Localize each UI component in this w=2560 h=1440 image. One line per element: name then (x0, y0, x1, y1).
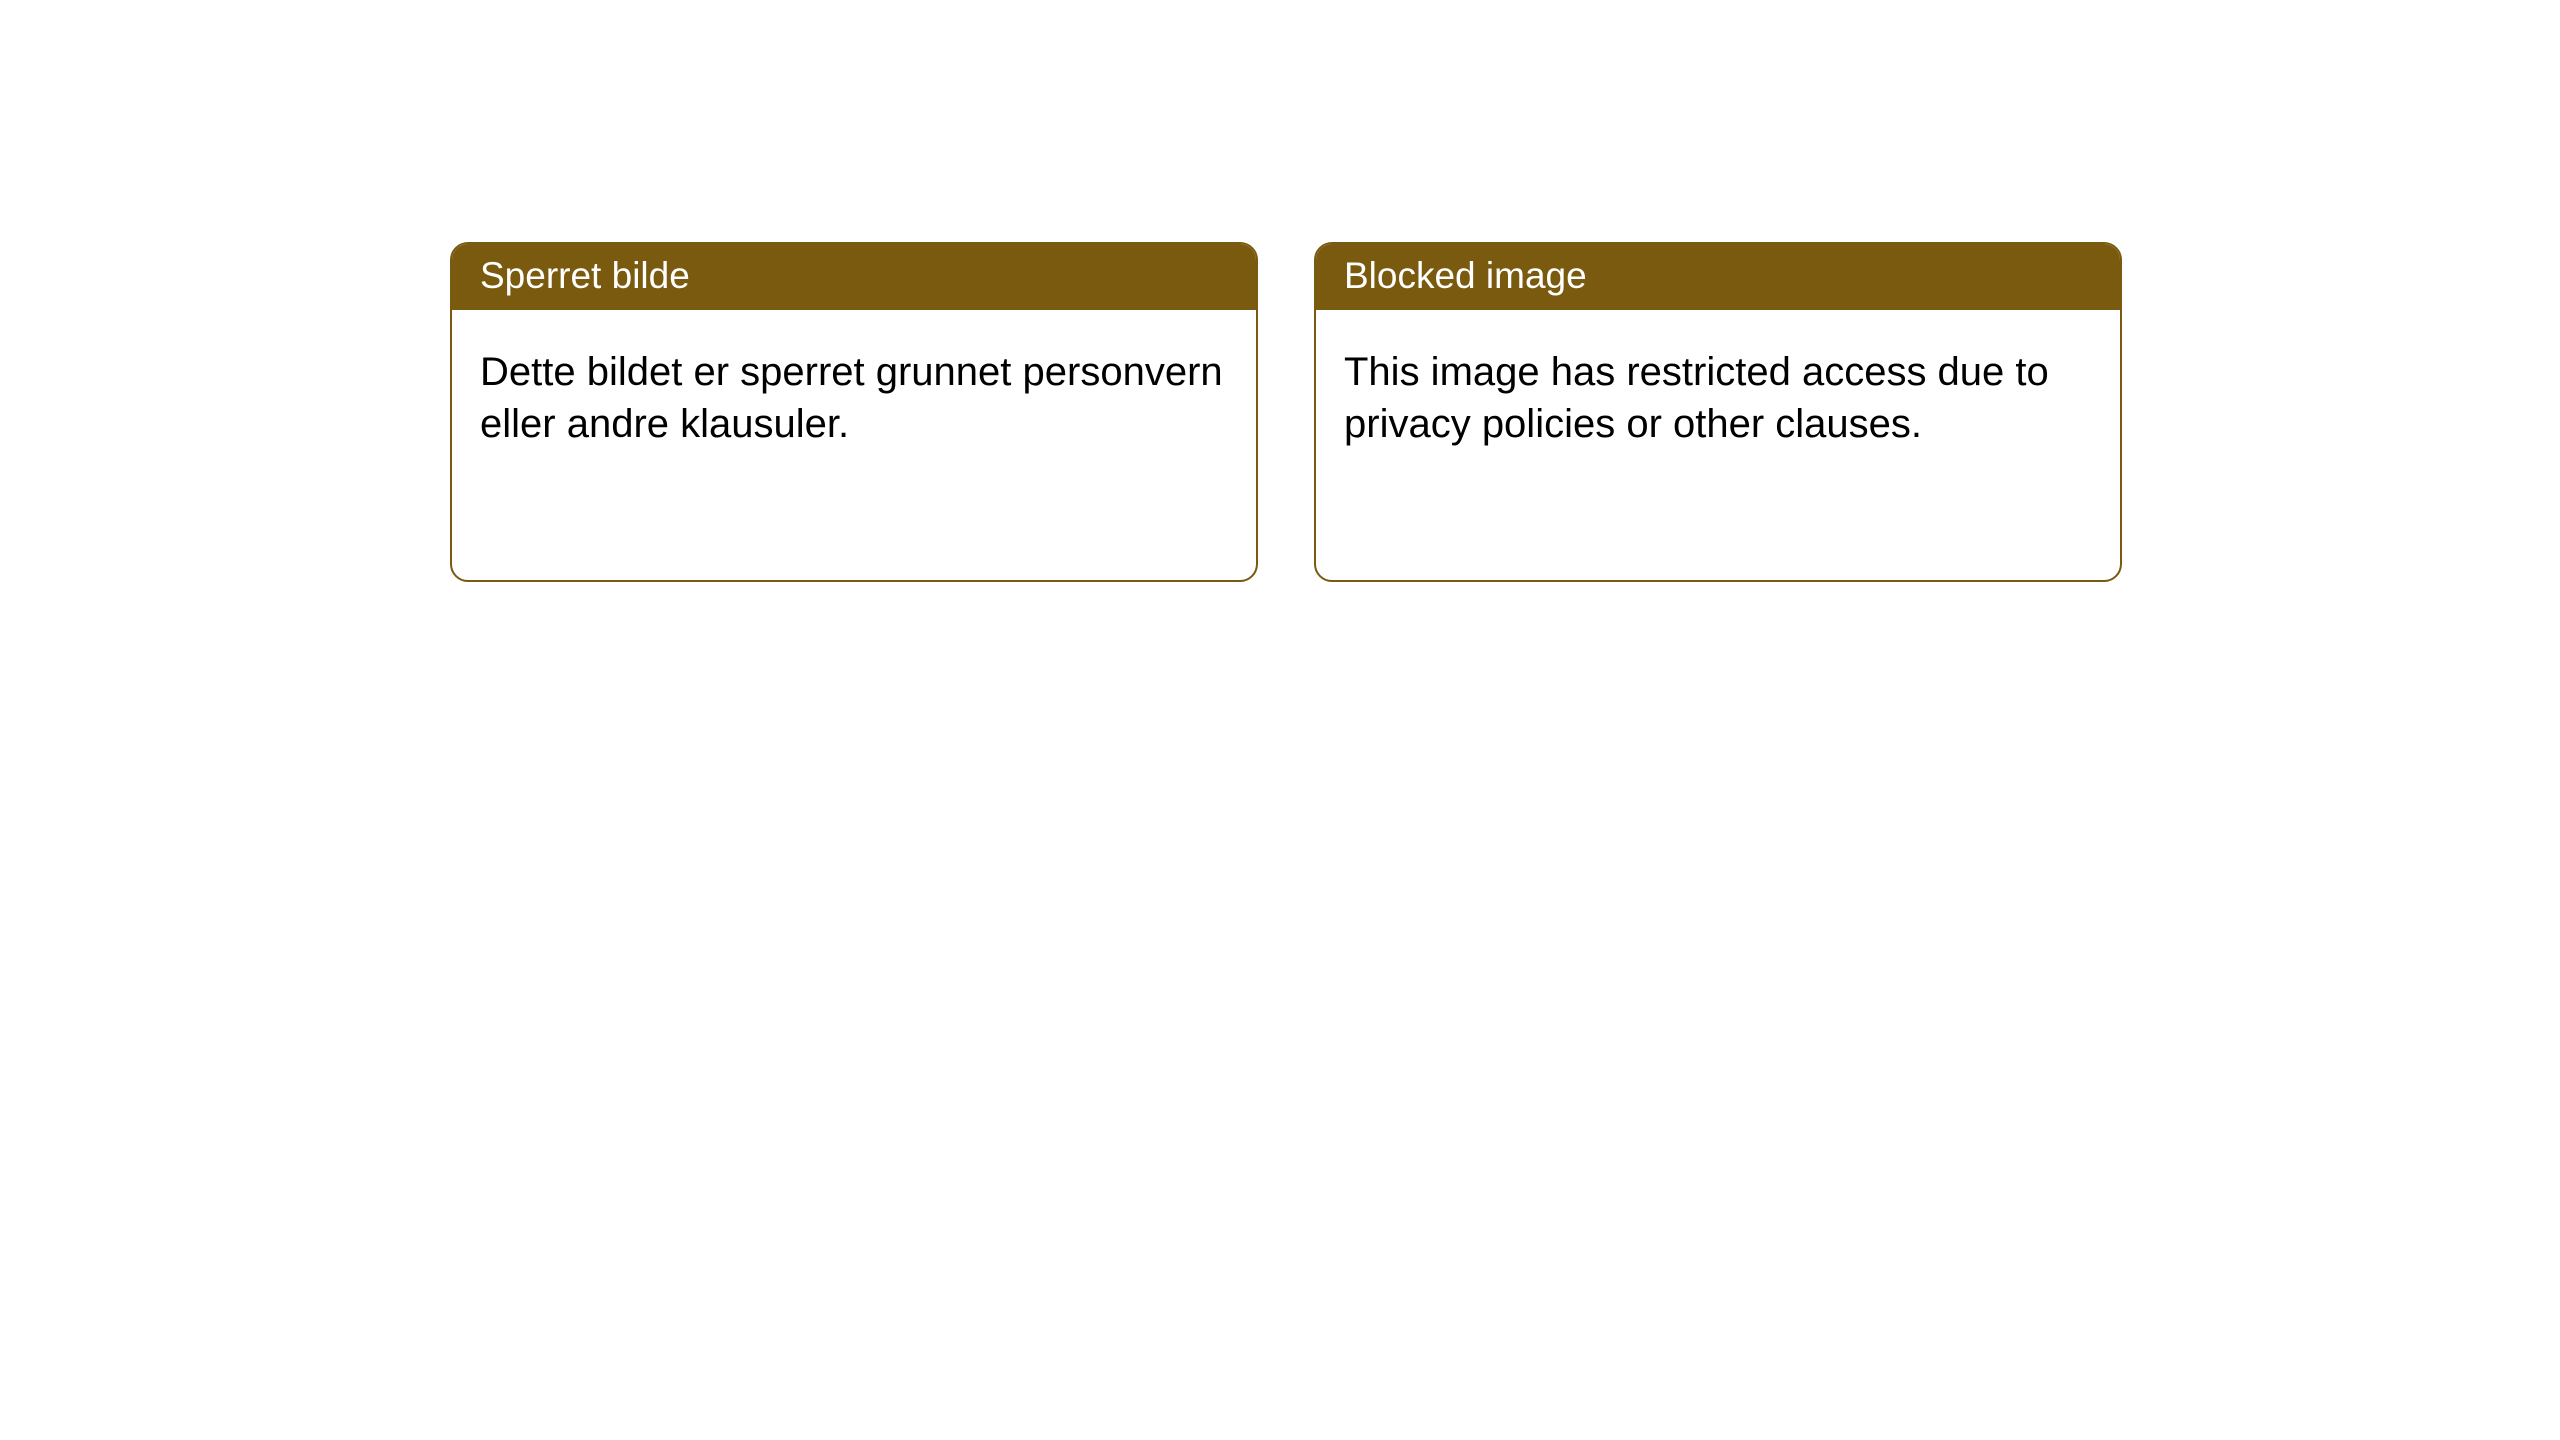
notice-card-norwegian: Sperret bilde Dette bildet er sperret gr… (450, 242, 1258, 582)
notice-body-norwegian: Dette bildet er sperret grunnet personve… (452, 310, 1256, 486)
notice-body-english: This image has restricted access due to … (1316, 310, 2120, 486)
notice-title-english: Blocked image (1316, 244, 2120, 310)
notice-title-norwegian: Sperret bilde (452, 244, 1256, 310)
notice-container: Sperret bilde Dette bildet er sperret gr… (0, 0, 2560, 582)
notice-card-english: Blocked image This image has restricted … (1314, 242, 2122, 582)
